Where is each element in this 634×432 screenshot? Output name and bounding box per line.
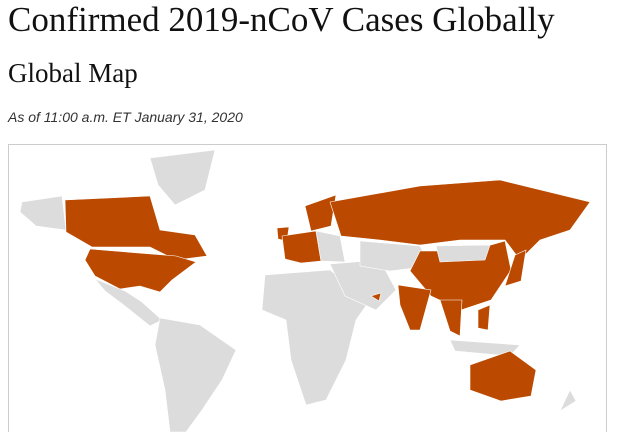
new-zealand — [559, 389, 577, 412]
page-title: Confirmed 2019-nCoV Cases Globally — [8, 0, 555, 39]
mexico — [94, 278, 163, 327]
central-asia — [359, 240, 431, 272]
mongolia — [435, 244, 491, 263]
alaska — [19, 195, 67, 231]
greenland — [149, 149, 216, 206]
australia — [469, 350, 537, 402]
eastern-europe — [315, 230, 346, 263]
western-europe — [281, 230, 322, 264]
south-america — [154, 317, 237, 432]
japan — [504, 249, 527, 287]
usa — [84, 248, 197, 293]
section-title: Global Map — [8, 58, 138, 88]
southeast-asia — [439, 299, 463, 337]
countries — [19, 149, 591, 432]
scandinavia — [304, 194, 337, 232]
uae — [370, 292, 382, 302]
philippines — [477, 304, 491, 331]
india — [397, 284, 432, 331]
date-note: As of 11:00 a.m. ET January 31, 2020 — [8, 109, 243, 125]
